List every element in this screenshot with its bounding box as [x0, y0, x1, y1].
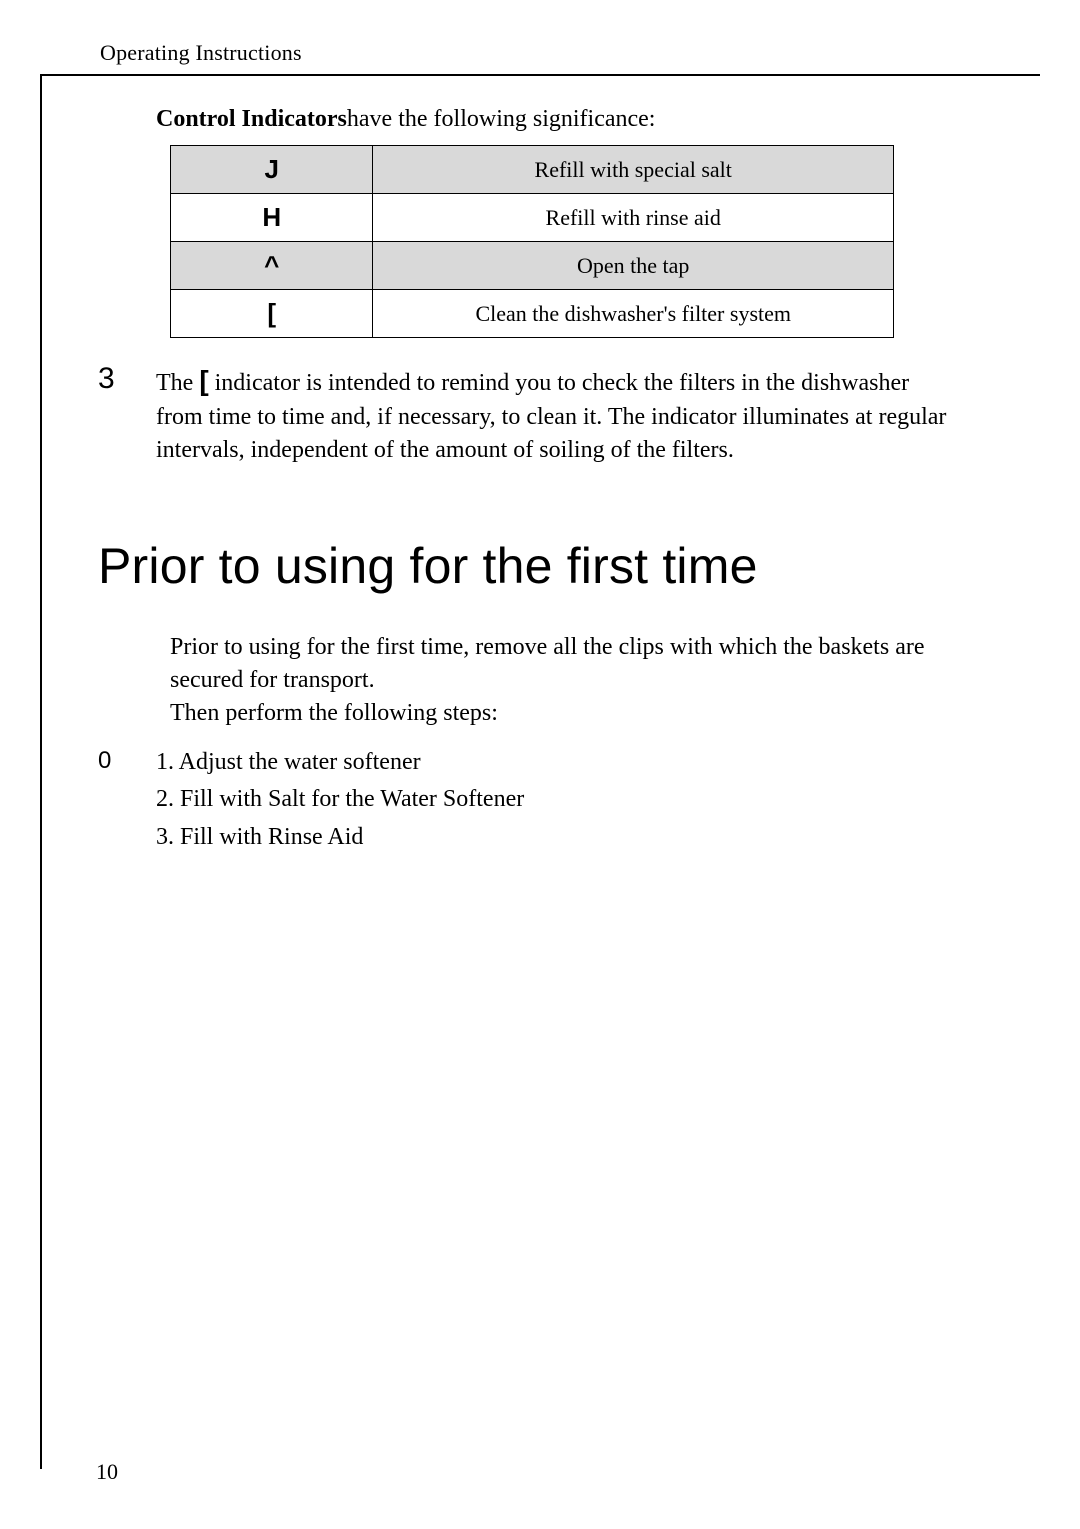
steps-marker: 0: [60, 744, 156, 856]
symbol-cell: J: [171, 146, 373, 194]
list-item: 3. Fill with Rinse Aid: [156, 819, 990, 856]
steps-list: 1. Adjust the water softener 2. Fill wit…: [156, 744, 990, 856]
table-row: J Refill with special salt: [171, 146, 894, 194]
meaning-cell: Refill with special salt: [373, 146, 894, 194]
steps-block: 0 1. Adjust the water softener 2. Fill w…: [60, 744, 990, 856]
section-heading: Prior to using for the first time: [98, 537, 990, 595]
meaning-cell: Clean the dishwasher's filter system: [373, 290, 894, 338]
page-number: 10: [96, 1459, 118, 1485]
symbol-cell: H: [171, 194, 373, 242]
indicators-table: J Refill with special salt H Refill with…: [170, 145, 894, 338]
note-text: The [ indicator is intended to remind yo…: [156, 362, 990, 467]
first-use-para2: Then perform the following steps:: [170, 697, 990, 730]
list-item: 2. Fill with Salt for the Water Softener: [156, 781, 990, 818]
table-row: H Refill with rinse aid: [171, 194, 894, 242]
list-item: 1. Adjust the water softener: [156, 744, 990, 781]
meaning-cell: Refill with rinse aid: [373, 194, 894, 242]
top-rule: [40, 74, 1040, 76]
note-post: indicator is intended to remind you to c…: [156, 370, 946, 463]
symbol-cell: ^: [171, 242, 373, 290]
table-row: ^ Open the tap: [171, 242, 894, 290]
first-use-para1: Prior to using for the first time, remov…: [170, 631, 990, 697]
symbol-cell: [: [171, 290, 373, 338]
running-head: Operating Instructions: [100, 40, 990, 66]
manual-page: Operating Instructions Control Indicator…: [0, 0, 1080, 1529]
note-symbol: [: [199, 365, 208, 396]
intro-bold: Control Indicators: [156, 106, 347, 132]
meaning-cell: Open the tap: [373, 242, 894, 290]
note-pre: The: [156, 370, 199, 396]
intro-rest: have the following significance:: [347, 106, 656, 132]
filter-note: 3 The [ indicator is intended to remind …: [60, 362, 990, 467]
table-row: [ Clean the dishwasher's filter system: [171, 290, 894, 338]
control-indicators-intro: Control Indicatorshave the following sig…: [156, 106, 990, 133]
note-marker: 3: [60, 362, 156, 467]
left-margin-rule: [40, 74, 42, 1469]
